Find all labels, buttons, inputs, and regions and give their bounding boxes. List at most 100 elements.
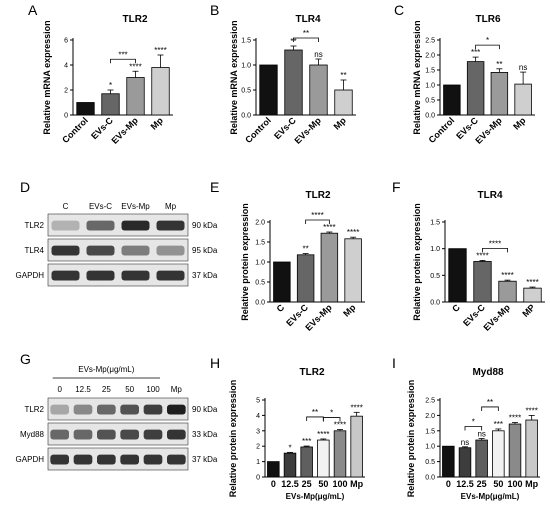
- category-label: 25: [302, 479, 312, 489]
- category-label: Mp: [525, 479, 538, 489]
- blot-band: [73, 454, 93, 465]
- chart-title: TLR2: [306, 190, 331, 201]
- bar: [296, 254, 315, 303]
- y-tick-label: 0.5: [430, 273, 440, 280]
- bar: [283, 452, 297, 478]
- significance-label: ****: [509, 413, 521, 422]
- chart-a: A TLR2 Relative mRNA expression 0 2 4 6 Control…: [28, 2, 173, 146]
- significance-label: ns: [314, 50, 322, 59]
- bar: [498, 280, 517, 303]
- y-tick-label: 0.5: [425, 98, 435, 105]
- category-label: EVs-Mp: [292, 115, 323, 146]
- comparison-bracket: [293, 37, 319, 42]
- panel-label: H: [210, 355, 220, 371]
- y-tick-label: 2.5: [425, 38, 435, 45]
- x-axis-label: EVs-Mp(μg/mL): [286, 492, 345, 501]
- y-tick-label: 3: [256, 428, 260, 435]
- lane-label: EVs-C: [89, 202, 112, 211]
- blot-band: [73, 404, 93, 415]
- bar: [320, 232, 339, 303]
- y-axis-label: Relative mRNA expression: [42, 20, 52, 134]
- lane-label: 50: [125, 385, 134, 394]
- category-label: Mp: [350, 479, 363, 489]
- protein-label: GAPDH: [16, 271, 45, 280]
- lane-label: 25: [102, 385, 111, 394]
- significance-label: ****: [525, 406, 537, 415]
- blot-band: [120, 404, 139, 415]
- panel-label: A: [28, 2, 38, 18]
- bar: [514, 83, 532, 116]
- y-tick-label: 1.5: [255, 240, 265, 247]
- significance-label: ****: [501, 271, 513, 280]
- blot-band: [86, 245, 115, 256]
- category-label: EVs-Mp: [473, 115, 504, 146]
- y-tick-label: 4: [256, 413, 260, 420]
- comparison-bracket: [305, 219, 330, 224]
- blot-band: [143, 454, 163, 465]
- y-axis-label: Relative protein expression: [228, 380, 238, 498]
- lane-label: Mp: [171, 385, 183, 394]
- significance-label: *: [109, 81, 112, 90]
- blot-strip: [47, 263, 189, 287]
- x-axis-label: EVs-Mp(μg/mL): [461, 492, 520, 501]
- chart-i: I Myd88 Relative protein expression 0.0 0.5 1…: [392, 355, 540, 501]
- blot-band: [51, 220, 80, 231]
- bar: [473, 261, 492, 303]
- bar: [442, 445, 455, 478]
- y-tick-label: 2.0: [425, 413, 435, 420]
- y-tick-label: 0.0: [241, 113, 251, 120]
- blot-d: D C EVs-C EVs-Mp Mp TLR2 90 kDa TLR4 95 kDa GAPDH…: [16, 179, 218, 287]
- y-axis-label: Relative protein expression: [240, 203, 250, 321]
- bar: [492, 430, 505, 478]
- panel-label: F: [392, 179, 401, 195]
- kda-label: 37 kDa: [192, 271, 218, 280]
- significance-label: ****: [154, 46, 166, 55]
- blot-strip: [47, 213, 189, 237]
- bar: [525, 419, 538, 478]
- category-label: C: [275, 302, 287, 314]
- significance-label: ****: [129, 62, 141, 71]
- y-axis-label: Relative protein expression: [406, 380, 416, 498]
- blot-band: [143, 404, 163, 415]
- blot-band: [50, 404, 69, 415]
- category-label: MP: [520, 302, 537, 319]
- significance-label: ****: [526, 278, 538, 287]
- chart-f: F TLR4 Relative protein expression 0.0 0.5 1.…: [392, 179, 545, 333]
- category-label: 12.5: [281, 479, 299, 489]
- chart-title: TLR4: [296, 14, 321, 25]
- blot-band: [120, 454, 139, 465]
- bar: [508, 423, 522, 478]
- blot-band: [50, 429, 69, 440]
- y-tick-label: 0.5: [255, 280, 265, 287]
- blot-band: [51, 245, 80, 256]
- protein-label: Myd88: [20, 430, 45, 439]
- y-axis-label: Relative mRNA expression: [412, 20, 422, 134]
- blot-band: [73, 429, 93, 440]
- y-tick-label: 2.0: [425, 53, 435, 60]
- y-tick-label: 2: [256, 444, 260, 451]
- bracket-label: ****: [311, 211, 323, 220]
- category-label: 25: [477, 479, 487, 489]
- comparison-bracket: [481, 406, 499, 411]
- category-label: 0: [446, 479, 451, 489]
- y-tick-label: 0.0: [430, 300, 440, 307]
- lane-label: 12.5: [75, 385, 91, 394]
- bracket-label: ****: [489, 239, 501, 248]
- blot-band: [167, 454, 186, 465]
- blot-g: G EVs-Mp(μg/mL) 0 12.5 25 50 100 Mp TLR2 90 kDa My…: [16, 351, 218, 471]
- kda-label: 33 kDa: [192, 430, 218, 439]
- bar: [448, 248, 467, 303]
- y-tick-label: 1.0: [241, 63, 251, 70]
- blot-band: [156, 220, 185, 231]
- category-label: Mp: [332, 115, 349, 132]
- bar: [466, 61, 485, 116]
- bar: [475, 439, 488, 478]
- category-label: Control: [60, 115, 90, 145]
- significance-label: ****: [350, 403, 362, 412]
- category-label: 0: [271, 479, 276, 489]
- protein-label: TLR2: [24, 405, 44, 414]
- y-tick-label: 0: [256, 475, 260, 482]
- bracket-label: ***: [118, 50, 127, 59]
- category-label: 100: [507, 479, 522, 489]
